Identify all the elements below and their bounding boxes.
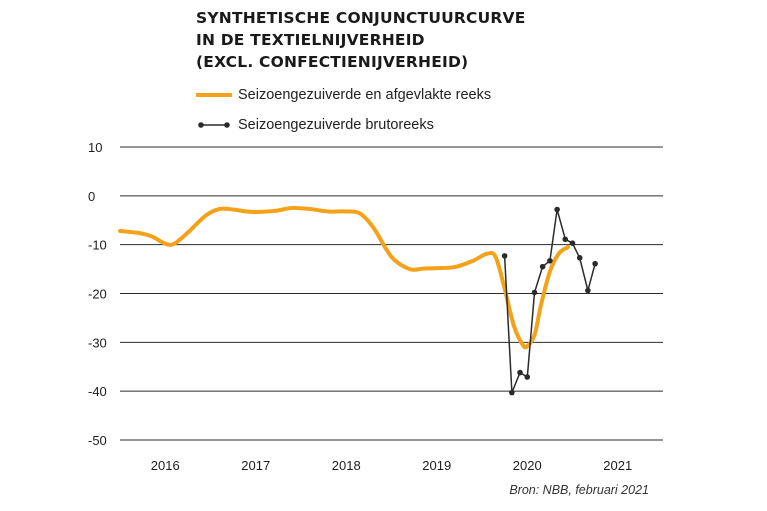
series-raw-point — [585, 287, 591, 294]
y-tick-label: -40 — [88, 384, 107, 399]
x-tick-label: 2018 — [332, 458, 361, 473]
series-raw-point — [547, 257, 553, 264]
series-raw-point — [554, 206, 560, 213]
series-raw-point — [509, 389, 515, 396]
x-tick-label: 2020 — [513, 458, 542, 473]
y-tick-label: -10 — [88, 238, 107, 253]
series-raw-point — [539, 263, 546, 270]
series-raw-line — [503, 208, 596, 394]
chart-title-line-3: (EXCL. CONFECTIENIJVERHEID) — [196, 53, 469, 71]
series-raw-point — [592, 260, 598, 267]
y-tick-label: -20 — [88, 287, 107, 302]
legend-label-smoothed: Seizoengezuiverde en afgevlakte reeks — [238, 87, 492, 103]
legend-label-raw: Seizoengezuiverde brutoreeks — [238, 117, 434, 133]
y-tick-label: 0 — [88, 189, 95, 204]
x-tick-label: 2019 — [422, 458, 451, 473]
x-tick-label: 2017 — [241, 458, 270, 473]
legend-swatch-smoothed — [196, 93, 232, 97]
series-raw-point — [517, 369, 523, 376]
y-tick-label: 10 — [88, 140, 102, 155]
x-tick-label: 2021 — [603, 458, 632, 473]
legend-swatch-raw — [198, 122, 230, 128]
series-raw-point — [501, 253, 508, 259]
y-tick-label: -50 — [88, 433, 107, 448]
source-note: Bron: NBB, februari 2021 — [509, 483, 649, 497]
series-raw-point — [562, 236, 569, 243]
series-smoothed-line — [118, 205, 570, 350]
y-tick-label: -30 — [88, 335, 107, 350]
chart-title: SYNTHETISCHE CONJUNCTUURCURVE IN DE TEXT… — [196, 7, 616, 73]
series-raw-point — [524, 374, 531, 380]
chart-title-line-1: SYNTHETISCHE CONJUNCTUURCURVE — [196, 9, 526, 27]
chart-title-line-2: IN DE TEXTIELNIJVERHEID — [196, 31, 425, 49]
series-raw-point — [569, 240, 576, 247]
x-tick-label: 2016 — [151, 458, 180, 473]
series-raw-point — [531, 289, 538, 296]
series-raw-point — [576, 255, 583, 261]
